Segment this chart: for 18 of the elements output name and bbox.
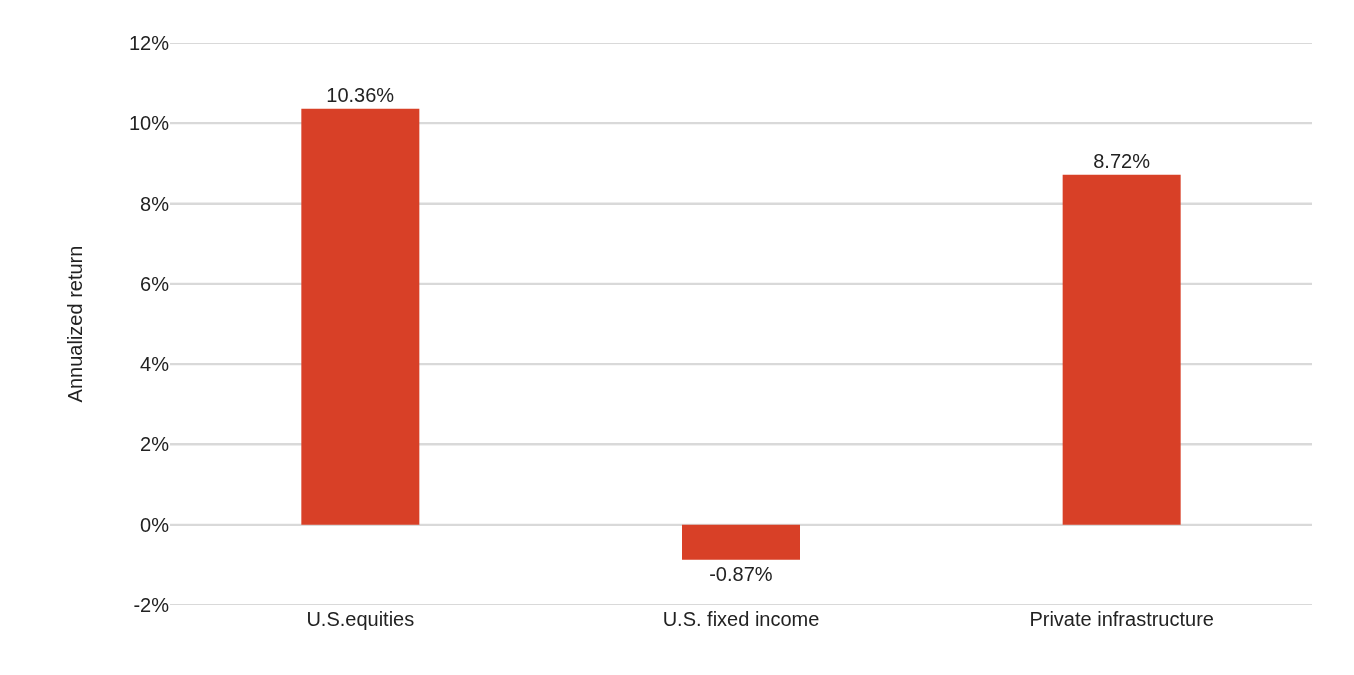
y-axis-title: Annualized return xyxy=(64,245,87,403)
data-label: 8.72% xyxy=(1093,149,1151,172)
y-tick-label: 6% xyxy=(140,272,170,295)
x-tick-label: U.S.equities xyxy=(306,608,415,630)
bar xyxy=(301,108,420,525)
y-tick-label: 4% xyxy=(140,353,170,376)
bar xyxy=(682,524,800,560)
y-tick-label: 0% xyxy=(140,513,170,536)
x-tick-label: U.S. fixed income xyxy=(662,608,820,630)
y-tick-label: 8% xyxy=(140,192,170,215)
y-tick-label: 2% xyxy=(140,433,170,456)
y-tick-label: -2% xyxy=(133,594,170,616)
x-tick-label: Private infrastructure xyxy=(1029,608,1214,630)
data-label: -0.87% xyxy=(709,562,773,585)
y-tick-label: 12% xyxy=(128,32,170,54)
y-tick-label: 10% xyxy=(128,112,170,135)
bar xyxy=(1062,174,1181,525)
data-label: 10.36% xyxy=(326,83,395,106)
